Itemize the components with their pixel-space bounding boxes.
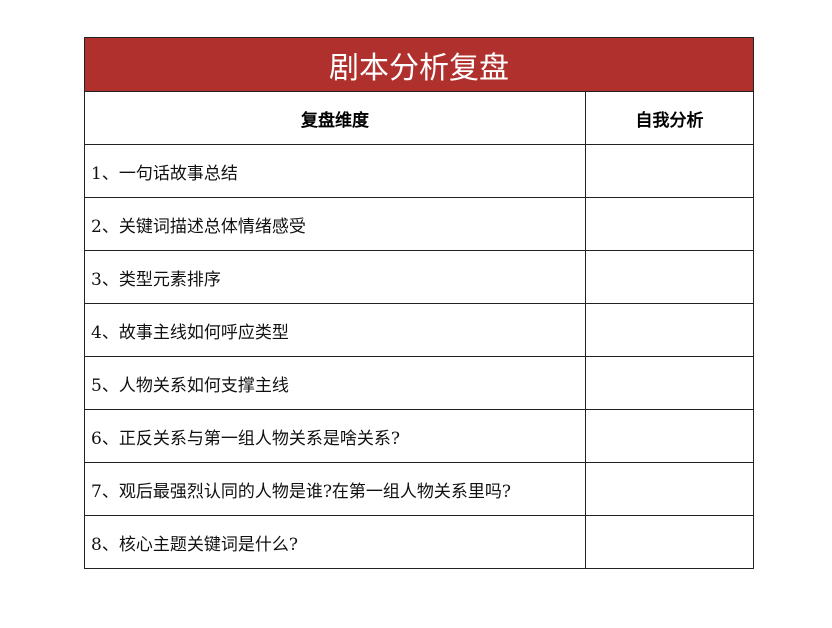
table-row: 6、正反关系与第一组人物关系是啥关系? <box>84 409 754 463</box>
answer-cell[interactable] <box>585 515 754 569</box>
question-cell: 2、关键词描述总体情绪感受 <box>84 197 586 251</box>
column-header-self-analysis: 自我分析 <box>585 91 754 145</box>
answer-cell[interactable] <box>585 356 754 410</box>
question-cell: 6、正反关系与第一组人物关系是啥关系? <box>84 409 586 463</box>
question-cell: 1、一句话故事总结 <box>84 144 586 198</box>
question-cell: 4、故事主线如何呼应类型 <box>84 303 586 357</box>
answer-cell[interactable] <box>585 409 754 463</box>
table-row: 2、关键词描述总体情绪感受 <box>84 197 754 251</box>
table-row: 5、人物关系如何支撑主线 <box>84 356 754 410</box>
question-cell: 7、观后最强烈认同的人物是谁?在第一组人物关系里吗? <box>84 462 586 516</box>
table-row: 4、故事主线如何呼应类型 <box>84 303 754 357</box>
table-row: 8、核心主题关键词是什么? <box>84 515 754 569</box>
answer-cell[interactable] <box>585 462 754 516</box>
question-cell: 5、人物关系如何支撑主线 <box>84 356 586 410</box>
table-row: 7、观后最强烈认同的人物是谁?在第一组人物关系里吗? <box>84 462 754 516</box>
answer-cell[interactable] <box>585 197 754 251</box>
answer-cell[interactable] <box>585 144 754 198</box>
question-cell: 8、核心主题关键词是什么? <box>84 515 586 569</box>
table-title: 剧本分析复盘 <box>84 37 754 92</box>
table-row: 1、一句话故事总结 <box>84 144 754 198</box>
answer-cell[interactable] <box>585 250 754 304</box>
answer-cell[interactable] <box>585 303 754 357</box>
table-row: 3、类型元素排序 <box>84 250 754 304</box>
review-table: 剧本分析复盘 复盘维度 自我分析 1、一句话故事总结 2、关键词描述总体情绪感受 3… <box>84 37 754 569</box>
question-cell: 3、类型元素排序 <box>84 250 586 304</box>
column-header-dimension: 复盘维度 <box>84 91 586 145</box>
